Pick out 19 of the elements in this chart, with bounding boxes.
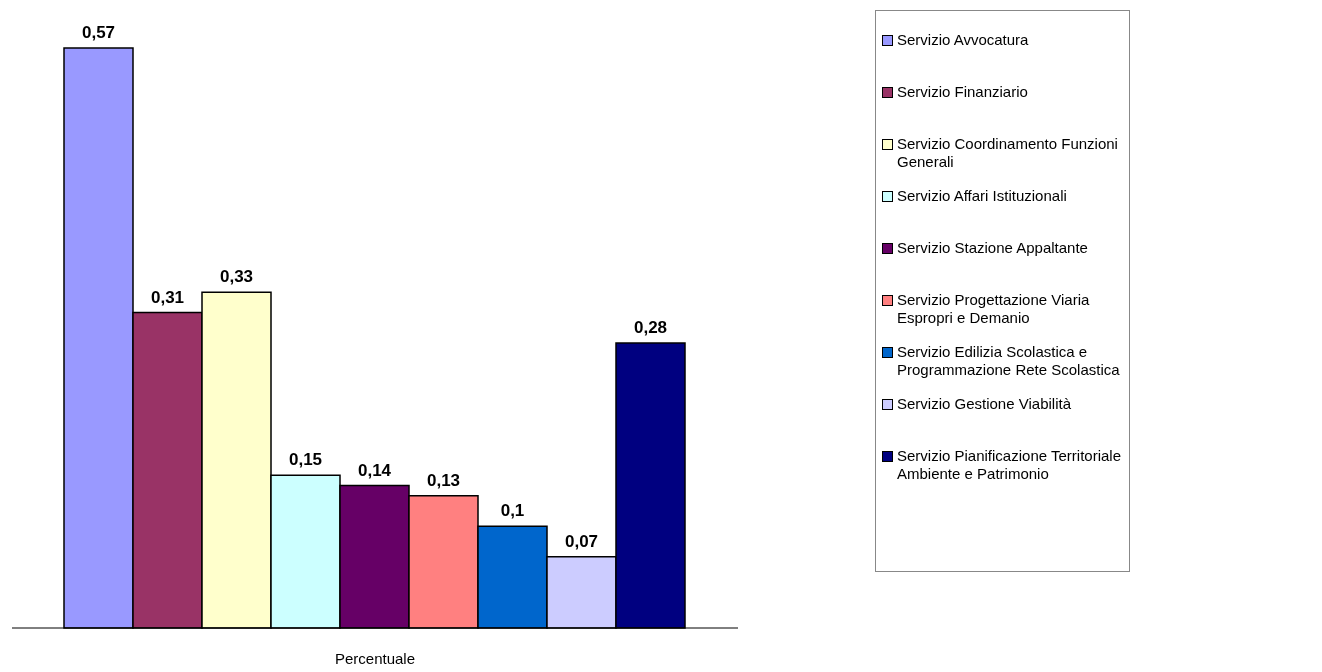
- data-label: 0,31: [150, 287, 185, 307]
- legend-label: Servizio Gestione Viabilità: [897, 395, 1071, 413]
- data-label: 0,1: [500, 501, 525, 521]
- legend-label: Servizio Coordinamento Funzioni Generali: [897, 135, 1119, 171]
- legend-label: Servizio Affari Istituzionali: [897, 187, 1067, 205]
- data-label: 0,28: [633, 318, 668, 338]
- data-label: 0,07: [564, 531, 599, 551]
- legend-label: Servizio Stazione Appaltante: [897, 239, 1088, 257]
- data-label: 0,14: [357, 460, 392, 480]
- data-label: 0,13: [426, 470, 461, 490]
- data-label: 0,57: [81, 23, 116, 42]
- legend-label: Servizio Avvocatura: [897, 31, 1029, 49]
- legend-label: Servizio Pianificazione Territoriale Ambiente e Patrimonio: [897, 447, 1122, 483]
- data-label: 0,15: [288, 450, 323, 470]
- legend-label: Servizio Progettazione Viaria Espropri e Demanio: [897, 291, 1091, 327]
- data-label: 0,33: [219, 267, 254, 287]
- legend-label: Servizio Finanziario: [897, 83, 1028, 101]
- legend-label: Servizio Edilizia Scolastica e Programmazione Rete Scolastica: [897, 343, 1121, 379]
- x-axis-title: Percentuale: [334, 650, 416, 667]
